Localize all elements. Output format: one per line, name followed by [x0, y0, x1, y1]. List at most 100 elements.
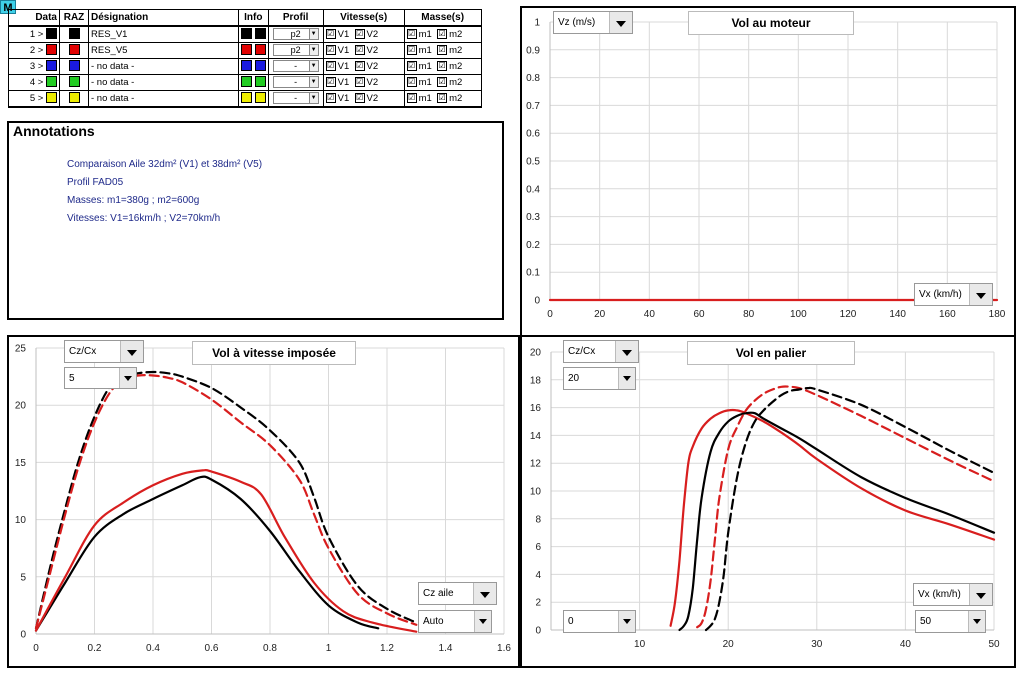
checkbox-m2[interactable]: ☑ [437, 60, 448, 71]
profil-select[interactable]: - ▼ [272, 59, 319, 72]
checkbox-v2[interactable]: ☑ [354, 44, 365, 55]
y-tick-label: 18 [530, 375, 542, 386]
checkbox-m1[interactable]: ☑ [406, 92, 417, 103]
reset-color-swatch[interactable] [68, 76, 80, 88]
profil-select[interactable]: - ▼ [272, 75, 319, 88]
y-tick-label: 25 [15, 344, 27, 355]
data-color-swatch[interactable] [46, 92, 57, 104]
x-axis-dropdown-label: Cz aile [423, 588, 454, 599]
y-axis-dropdown-moteur[interactable]: Vz (m/s) [553, 11, 633, 34]
checkbox-v1[interactable]: ☑ [325, 92, 336, 103]
y-tick-label: 10 [530, 487, 542, 498]
y-tick-label: 0.1 [526, 268, 540, 279]
info-swatch-a[interactable] [241, 44, 252, 56]
x-tick-label: 180 [989, 309, 1006, 320]
info-swatch-b[interactable] [254, 44, 266, 56]
checkbox-v1[interactable]: ☑ [325, 28, 336, 39]
y-axis-dropdown-palier[interactable]: Cz/Cx [563, 340, 639, 363]
y-max-select-palier[interactable]: 20 [563, 367, 636, 390]
reset-color-swatch[interactable] [68, 44, 80, 56]
y-tick-label: 0.3 [526, 212, 540, 223]
designation-cell[interactable]: - no data - [88, 90, 239, 108]
chevron-down-icon[interactable] [119, 368, 136, 388]
info-swatch-a[interactable] [241, 76, 252, 88]
y-max-value: 5 [69, 373, 75, 384]
row-index: 4 > [29, 76, 44, 88]
y-axis-dropdown-vitesse[interactable]: Cz/Cx [64, 340, 144, 363]
annotation-line: Vitesses: V1=16km/h ; V2=70km/h [67, 213, 221, 224]
chevron-down-icon[interactable] [969, 284, 992, 305]
v2-label: V2 [366, 28, 379, 40]
info-swatch-a[interactable] [241, 92, 252, 104]
x-min-select-palier[interactable]: 0 [563, 610, 636, 633]
checkbox-v1[interactable]: ☑ [325, 76, 336, 87]
checkbox-m2[interactable]: ☑ [437, 76, 448, 87]
checkbox-v1[interactable]: ☑ [325, 44, 336, 55]
chevron-down-icon[interactable] [615, 341, 638, 362]
x-tick-label: 1.6 [497, 643, 511, 654]
y-tick-label: 0.7 [526, 101, 540, 112]
x-axis-dropdown-moteur[interactable]: Vx (km/h) [914, 283, 993, 306]
profil-select[interactable]: p2 ▼ [272, 27, 319, 40]
y-max-select-vitesse[interactable]: 5 [64, 367, 137, 389]
chevron-down-icon: ▼ [308, 92, 318, 103]
checkbox-m1[interactable]: ☑ [406, 76, 417, 87]
data-color-swatch[interactable] [46, 44, 57, 56]
data-color-swatch[interactable] [46, 28, 57, 40]
x-max-select-vitesse[interactable]: Auto [418, 610, 492, 633]
x-axis-dropdown-vitesse[interactable]: Cz aile [418, 582, 497, 605]
chevron-down-icon[interactable] [968, 611, 985, 632]
checkbox-v1[interactable]: ☑ [325, 60, 336, 71]
chevron-down-icon[interactable] [618, 611, 635, 632]
chevron-down-icon[interactable] [618, 368, 635, 389]
chevron-down-icon[interactable] [473, 583, 496, 604]
y-tick-label: 0 [534, 296, 540, 307]
info-swatch-a[interactable] [241, 60, 252, 72]
checkbox-v2[interactable]: ☑ [354, 92, 365, 103]
y-tick-label: 0 [535, 626, 541, 637]
checkbox-m2[interactable]: ☑ [437, 92, 448, 103]
designation-cell[interactable]: - no data - [88, 74, 239, 91]
chevron-down-icon[interactable] [474, 611, 491, 632]
y-tick-label: 2 [535, 598, 541, 609]
profil-select[interactable]: p2 ▼ [272, 43, 319, 56]
chevron-down-icon[interactable] [969, 584, 992, 605]
reset-color-swatch[interactable] [68, 60, 80, 72]
chevron-down-icon: ▼ [308, 44, 318, 55]
table-row: 3 > - no data - - ▼ ☑ V1 ☑ V2 ☑ m1 ☑ m2 [8, 58, 482, 75]
checkbox-m1[interactable]: ☑ [406, 28, 417, 39]
x-tick-label: 10 [634, 639, 646, 650]
row-index: 3 > [29, 60, 44, 72]
x-axis-dropdown-palier[interactable]: Vx (km/h) [913, 583, 993, 606]
m2-label: m2 [449, 44, 463, 56]
x-min-value: 0 [568, 616, 574, 627]
table-header-row: Data RAZ Désignation Info Profil Vitesse… [8, 9, 482, 27]
info-swatch-b[interactable] [254, 76, 266, 88]
row-index: 5 > [29, 92, 44, 104]
chevron-down-icon[interactable] [609, 12, 632, 33]
checkbox-v2[interactable]: ☑ [354, 76, 365, 87]
chevron-down-icon[interactable] [120, 341, 143, 362]
y-tick-label: 15 [15, 458, 27, 469]
data-color-swatch[interactable] [46, 76, 57, 88]
reset-color-swatch[interactable] [68, 92, 80, 104]
info-swatch-b[interactable] [254, 60, 266, 72]
series-line [678, 411, 996, 632]
checkbox-m2[interactable]: ☑ [437, 44, 448, 55]
info-swatch-b[interactable] [254, 28, 266, 40]
info-swatch-b[interactable] [254, 92, 266, 104]
series-line [34, 475, 380, 632]
m1-label: m1 [418, 44, 432, 56]
checkbox-v2[interactable]: ☑ [354, 28, 365, 39]
profil-value: - [294, 92, 298, 103]
checkbox-m1[interactable]: ☑ [406, 44, 417, 55]
reset-color-swatch[interactable] [68, 28, 80, 40]
profil-select[interactable]: - ▼ [272, 91, 319, 104]
x-max-select-palier[interactable]: 50 [915, 610, 986, 633]
checkbox-v2[interactable]: ☑ [354, 60, 365, 71]
x-tick-label: 40 [644, 309, 656, 320]
data-color-swatch[interactable] [46, 60, 57, 72]
info-swatch-a[interactable] [241, 28, 252, 40]
checkbox-m1[interactable]: ☑ [406, 60, 417, 71]
checkbox-m2[interactable]: ☑ [437, 28, 448, 39]
